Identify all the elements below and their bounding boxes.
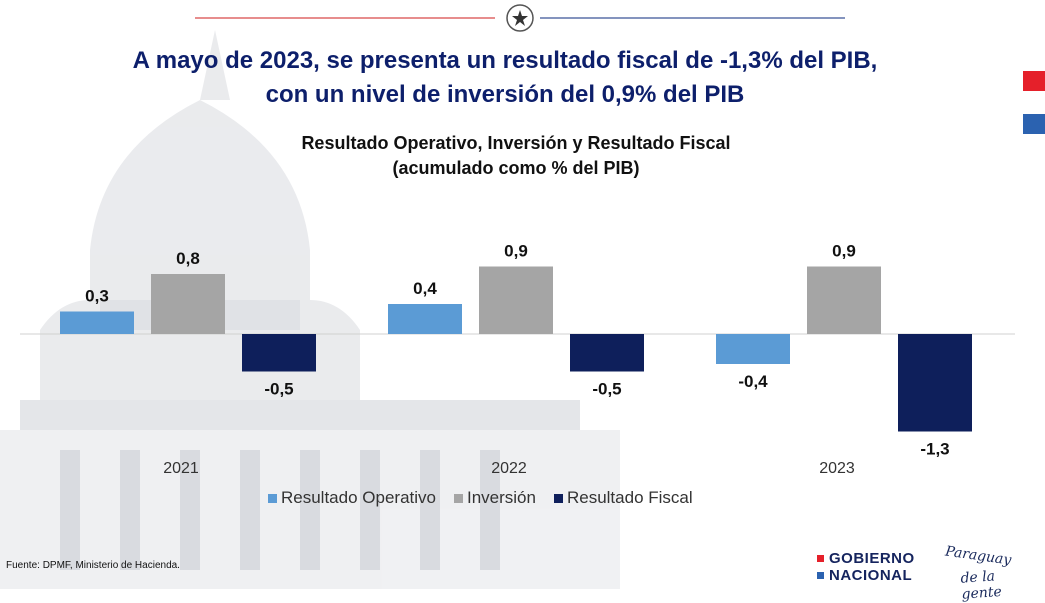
data-label-inversion-2023: 0,9 xyxy=(832,242,856,261)
bar-chart: 0,3 0,8 -0,5 2021 0,4 0,9 -0,5 2022 -0,4 0,9 -1,3 2… xyxy=(20,242,1015,477)
header-rule-left xyxy=(195,17,495,19)
header-rule-right xyxy=(540,17,845,19)
data-label-resultado-fiscal-2023: -1,3 xyxy=(920,440,949,459)
data-label-inversion-2022: 0,9 xyxy=(504,242,528,261)
bar-resultado-fiscal-2021 xyxy=(242,334,316,372)
bar-resultado-fiscal-2023 xyxy=(898,334,972,432)
data-label-resultado-operativo-2022: 0,4 xyxy=(413,279,437,298)
legend-item-operativo: Resultado Operativo xyxy=(268,488,436,508)
data-label-resultado-fiscal-2021: -0,5 xyxy=(264,380,293,399)
bar-inversion-2023 xyxy=(807,266,881,334)
legend-swatch-operativo xyxy=(268,493,277,503)
gobierno-nacional-logo: GOBIERNO NACIONAL xyxy=(815,551,915,587)
category-label-2022: 2022 xyxy=(491,460,527,477)
legend-label-inversion: Inversión xyxy=(466,488,536,507)
bar-inversion-2022 xyxy=(479,266,553,334)
bar-resultado-operativo-2023 xyxy=(716,334,790,364)
data-label-inversion-2021: 0,8 xyxy=(176,249,200,268)
slogan-signature: Paraguay de la gente xyxy=(935,543,1040,602)
headline-line-2: con un nivel de inversión del 0,9% del P… xyxy=(265,81,745,108)
page-headline: A mayo de 2023, se presenta un resultado… xyxy=(0,44,1010,112)
data-label-resultado-operativo-2021: 0,3 xyxy=(85,287,109,306)
side-mark-blue xyxy=(1023,114,1045,134)
category-label-2023: 2023 xyxy=(819,460,855,477)
legend-swatch-inversion xyxy=(453,493,463,503)
legend-item-fiscal: Resultado Fiscal xyxy=(553,488,693,508)
building-watermark xyxy=(0,30,620,589)
logo-square-blue xyxy=(817,572,824,579)
chart-title: Resultado Operativo, Inversión y Resulta… xyxy=(301,133,731,153)
logo-line-2: NACIONAL xyxy=(829,567,913,584)
slogan-line-2: de la gente xyxy=(959,568,1003,603)
side-mark-red xyxy=(1023,71,1045,91)
legend-swatch-fiscal xyxy=(553,493,563,503)
bar-inversion-2021 xyxy=(151,274,225,334)
chart-title-block: Resultado Operativo, Inversión y Resulta… xyxy=(0,131,1032,181)
bar-resultado-operativo-2022 xyxy=(388,304,462,334)
seal-icon xyxy=(506,4,534,32)
legend-label-fiscal: Resultado Fiscal xyxy=(566,488,693,507)
category-label-2021: 2021 xyxy=(163,460,199,477)
chart-legend: Resultado Operativo Inversión Resultado … xyxy=(268,488,711,508)
legend-label-operativo: Resultado Operativo xyxy=(281,488,436,507)
logo-line-1: GOBIERNO xyxy=(829,550,915,567)
headline-line-1: A mayo de 2023, se presenta un resultado… xyxy=(132,47,878,74)
legend-item-inversion: Inversión xyxy=(453,488,536,508)
data-label-resultado-fiscal-2022: -0,5 xyxy=(592,380,621,399)
logo-square-red xyxy=(817,555,824,562)
data-label-resultado-operativo-2023: -0,4 xyxy=(738,372,768,391)
chart-subtitle: (acumulado como % del PIB) xyxy=(392,158,640,178)
slogan-line-1: Paraguay xyxy=(944,543,1013,569)
bar-resultado-fiscal-2022 xyxy=(570,334,644,372)
bar-resultado-operativo-2021 xyxy=(60,311,134,334)
source-note: Fuente: DPMF, Ministerio de Hacienda. xyxy=(6,560,180,571)
